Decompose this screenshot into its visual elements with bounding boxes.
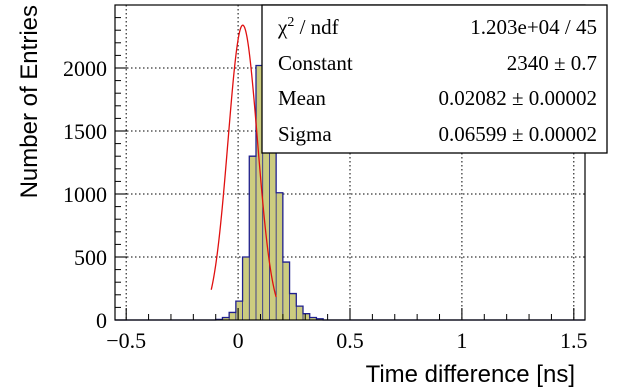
stats-label: χ2 / ndf — [277, 15, 339, 39]
histogram-bar — [296, 306, 303, 320]
y-tick-label: 1500 — [63, 119, 107, 144]
stats-label: Constant — [278, 51, 353, 75]
x-tick-label: 0.5 — [336, 328, 364, 353]
histogram-bar — [262, 22, 270, 320]
histogram-bar — [276, 192, 283, 320]
histogram-bar — [309, 317, 317, 320]
stats-label: Sigma — [278, 122, 332, 146]
stats-value: 0.06599 ± 0.00002 — [438, 122, 597, 146]
x-tick-label: 1.5 — [560, 328, 588, 353]
histogram-bar — [289, 293, 297, 320]
y-tick-label: 1000 — [63, 182, 107, 207]
histogram-bar — [269, 71, 277, 320]
stats-box-frame — [261, 4, 608, 154]
y-axis-title: Number of Entries — [16, 5, 43, 198]
histogram-bar — [256, 65, 263, 320]
stats-label: Mean — [278, 86, 326, 110]
x-tick-label: −0.5 — [106, 328, 146, 353]
y-tick-label: 0 — [96, 308, 107, 333]
histogram-bar — [249, 156, 256, 320]
histogram-bar — [222, 317, 230, 320]
histogram-bars — [115, 21, 585, 321]
stats-value: 2340 ± 0.7 — [507, 51, 597, 75]
histogram-bar — [242, 257, 250, 320]
stats-value: 0.02082 ± 0.00002 — [438, 86, 597, 110]
x-axis-title: Time difference [ns] — [366, 361, 575, 388]
histogram-bar — [235, 301, 243, 320]
gaussian-fit-line — [210, 24, 277, 298]
histogram-bar — [303, 313, 310, 320]
fit-stats-box: χ2 / ndf 1.203e+04 / 45 Constant 2340 ± 0.7… — [261, 4, 608, 154]
y-tick-label: 500 — [74, 245, 107, 270]
histogram-bar — [229, 312, 236, 320]
x-tick-label: 1 — [456, 328, 467, 353]
x-tick-label: 0 — [233, 328, 244, 353]
histogram-bar — [282, 262, 290, 320]
stats-value: 1.203e+04 / 45 — [470, 15, 597, 39]
y-tick-label: 2000 — [63, 56, 107, 81]
